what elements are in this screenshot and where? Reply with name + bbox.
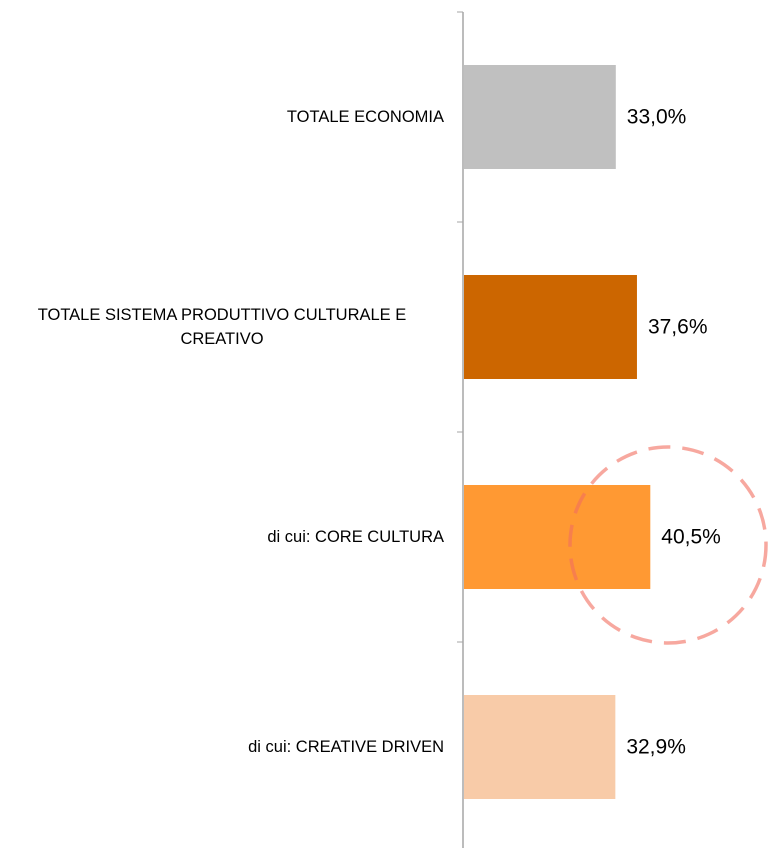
value-label: 40,5% bbox=[661, 526, 721, 549]
bar bbox=[464, 65, 616, 169]
highlight-circle bbox=[568, 445, 768, 645]
category-label-box: TOTALE ECONOMIA bbox=[287, 65, 444, 169]
value-label: 32,9% bbox=[626, 736, 686, 759]
value-label: 33,0% bbox=[627, 106, 687, 129]
bars: 33,0% 37,6% 40,5% 32,9% bbox=[464, 65, 721, 799]
bar bbox=[464, 695, 616, 799]
category-label-box: di cui: CORE CULTURA bbox=[267, 485, 444, 589]
value-label: 37,6% bbox=[648, 316, 708, 339]
category-label: di cui: CREATIVE DRIVEN bbox=[248, 738, 444, 756]
category-label: di cui: CORE CULTURA bbox=[267, 528, 444, 546]
axis-ticks bbox=[457, 11, 463, 643]
category-label-box: TOTALE SISTEMA PRODUTTIVO CULTURALE E CR… bbox=[0, 275, 444, 379]
bar bbox=[464, 275, 637, 379]
category-label-box: di cui: CREATIVE DRIVEN bbox=[248, 695, 444, 799]
bar bbox=[464, 485, 651, 589]
category-label: TOTALE SISTEMA PRODUTTIVO CULTURALE E CR… bbox=[37, 306, 407, 348]
category-label: TOTALE ECONOMIA bbox=[286, 108, 444, 126]
